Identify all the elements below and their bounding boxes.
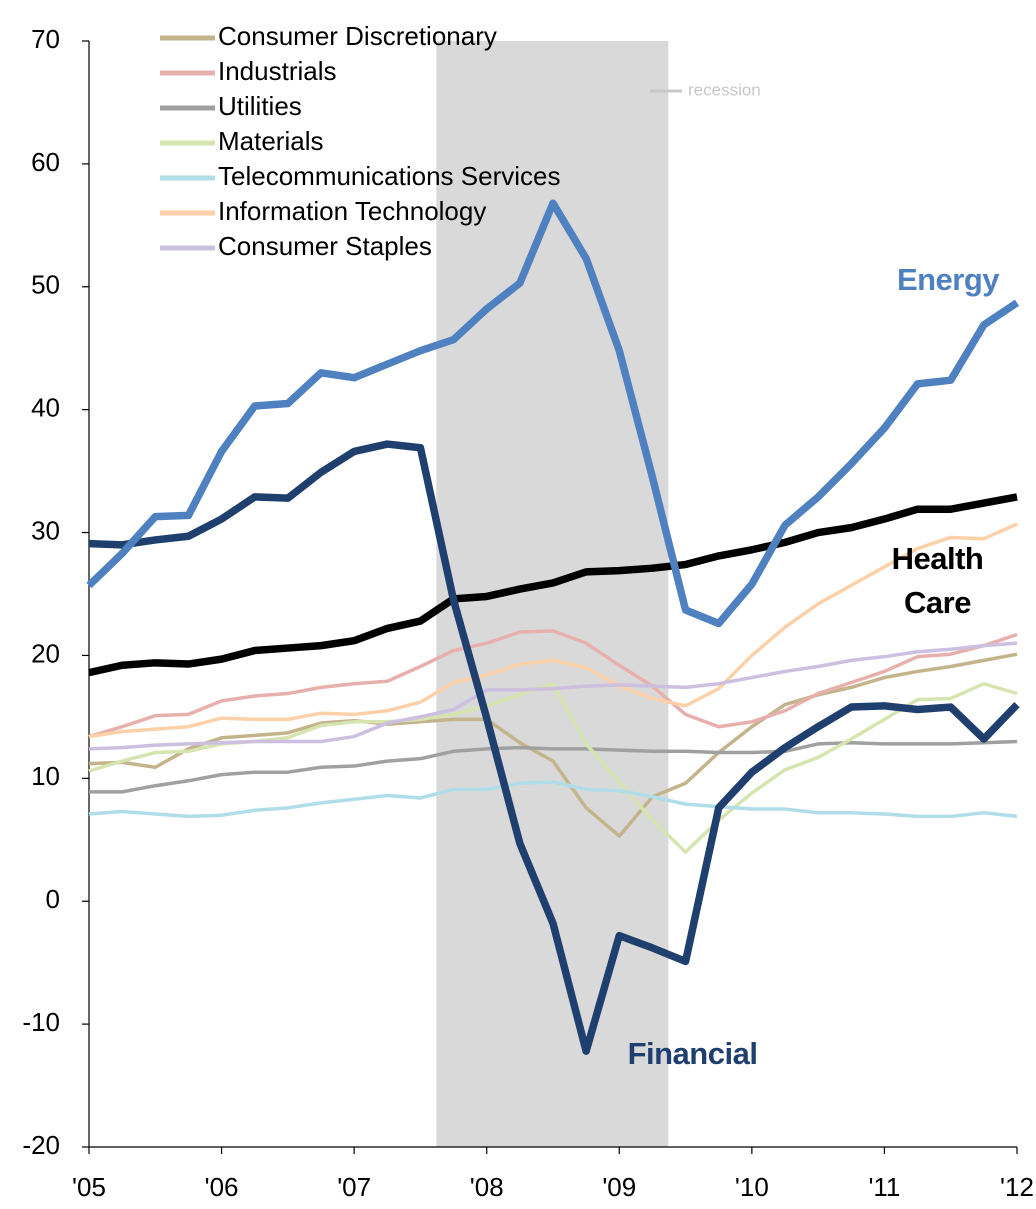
x-tick-label: '07 [337,1172,371,1202]
x-tick-label: '11 [868,1172,900,1202]
y-tick-label: 50 [31,270,60,300]
series-line [88,652,1018,838]
legend-label: Information Technology [218,196,486,226]
series-line [88,641,1018,751]
series-line [89,739,1018,794]
legend-label: Consumer Staples [218,231,432,261]
legend-label: Industrials [218,56,337,86]
y-tick-label: 60 [31,147,60,177]
legend-label: Materials [218,126,323,156]
series-line [88,522,1018,739]
legend-label: Consumer Discretionary [218,21,497,51]
y-tick-label: 30 [31,515,60,545]
series-label: Health Care [891,541,984,620]
y-tick-label: -20 [22,1130,60,1160]
series-line [88,493,1018,677]
x-tick-label: '09 [602,1172,636,1202]
y-tick-label: 40 [31,393,60,423]
y-tick-label: 20 [31,638,60,668]
y-tick-label: 70 [31,24,60,54]
recession-legend-label: recession [688,80,761,99]
series-label: Energy [896,262,1000,297]
legend-label: Telecommunications Services [218,161,560,191]
series-line [86,199,1020,628]
series-line [88,440,1020,1055]
x-tick-label: '08 [470,1172,504,1202]
y-tick-label: -10 [22,1007,60,1037]
x-tick-label: '10 [735,1172,769,1202]
legend-label: Utilities [218,91,302,121]
y-tick-label: 0 [46,884,60,914]
series-line [88,629,1018,739]
x-tick-label: '12 [1000,1172,1034,1202]
x-tick-label: '06 [205,1172,239,1202]
series-line [88,780,1018,819]
series-label: Financial [627,1036,758,1071]
x-tick-label: '05 [72,1172,106,1202]
y-tick-label: 10 [31,761,60,791]
